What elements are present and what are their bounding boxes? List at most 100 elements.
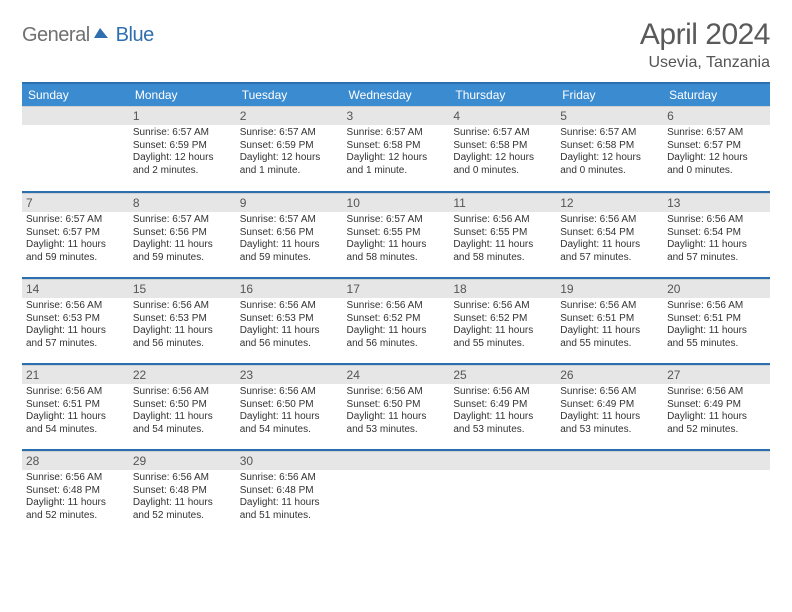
page-header: General Blue April 2024 Usevia, Tanzania xyxy=(22,18,770,72)
sunset-text: Sunset: 6:50 PM xyxy=(240,399,339,412)
day-body: Sunrise: 6:56 AMSunset: 6:54 PMDaylight:… xyxy=(556,212,663,268)
sunrise-text: Sunrise: 6:56 AM xyxy=(240,472,339,485)
day-number: 28 xyxy=(22,451,129,470)
sunrise-text: Sunrise: 6:57 AM xyxy=(453,127,552,140)
day-body: Sunrise: 6:56 AMSunset: 6:53 PMDaylight:… xyxy=(129,298,236,354)
sunset-text: Sunset: 6:49 PM xyxy=(560,399,659,412)
day-body: Sunrise: 6:56 AMSunset: 6:48 PMDaylight:… xyxy=(22,470,129,526)
day-body: Sunrise: 6:56 AMSunset: 6:48 PMDaylight:… xyxy=(129,470,236,526)
calendar-day: 16Sunrise: 6:56 AMSunset: 6:53 PMDayligh… xyxy=(236,278,343,364)
sunset-text: Sunset: 6:51 PM xyxy=(667,313,766,326)
sunset-text: Sunset: 6:54 PM xyxy=(667,227,766,240)
calendar-empty xyxy=(556,450,663,536)
calendar-day: 2Sunrise: 6:57 AMSunset: 6:59 PMDaylight… xyxy=(236,106,343,192)
title-block: April 2024 Usevia, Tanzania xyxy=(640,18,770,72)
day-number: 14 xyxy=(22,279,129,298)
calendar-day: 6Sunrise: 6:57 AMSunset: 6:57 PMDaylight… xyxy=(663,106,770,192)
day-number: 1 xyxy=(129,106,236,125)
sunrise-text: Sunrise: 6:56 AM xyxy=(240,300,339,313)
daylight-text: Daylight: 11 hours and 58 minutes. xyxy=(453,239,552,264)
weekday-header: Saturday xyxy=(663,84,770,106)
weekday-header: Friday xyxy=(556,84,663,106)
day-body: Sunrise: 6:57 AMSunset: 6:59 PMDaylight:… xyxy=(236,125,343,181)
sunset-text: Sunset: 6:48 PM xyxy=(240,485,339,498)
calendar-week: 28Sunrise: 6:56 AMSunset: 6:48 PMDayligh… xyxy=(22,450,770,536)
calendar-day: 19Sunrise: 6:56 AMSunset: 6:51 PMDayligh… xyxy=(556,278,663,364)
day-body: Sunrise: 6:56 AMSunset: 6:55 PMDaylight:… xyxy=(449,212,556,268)
calendar-day: 23Sunrise: 6:56 AMSunset: 6:50 PMDayligh… xyxy=(236,364,343,450)
sunset-text: Sunset: 6:53 PM xyxy=(26,313,125,326)
calendar-week: 1Sunrise: 6:57 AMSunset: 6:59 PMDaylight… xyxy=(22,106,770,192)
daylight-text: Daylight: 11 hours and 54 minutes. xyxy=(26,411,125,436)
sunset-text: Sunset: 6:50 PM xyxy=(133,399,232,412)
daylight-text: Daylight: 11 hours and 51 minutes. xyxy=(240,497,339,522)
daylight-text: Daylight: 11 hours and 54 minutes. xyxy=(240,411,339,436)
calendar-week: 14Sunrise: 6:56 AMSunset: 6:53 PMDayligh… xyxy=(22,278,770,364)
day-body: Sunrise: 6:57 AMSunset: 6:58 PMDaylight:… xyxy=(556,125,663,181)
sunset-text: Sunset: 6:48 PM xyxy=(26,485,125,498)
day-body: Sunrise: 6:57 AMSunset: 6:58 PMDaylight:… xyxy=(343,125,450,181)
daylight-text: Daylight: 11 hours and 52 minutes. xyxy=(133,497,232,522)
calendar-day: 8Sunrise: 6:57 AMSunset: 6:56 PMDaylight… xyxy=(129,192,236,278)
sunset-text: Sunset: 6:56 PM xyxy=(240,227,339,240)
calendar-day: 5Sunrise: 6:57 AMSunset: 6:58 PMDaylight… xyxy=(556,106,663,192)
logo-flag-icon xyxy=(94,26,114,45)
day-body: Sunrise: 6:57 AMSunset: 6:59 PMDaylight:… xyxy=(129,125,236,181)
sunset-text: Sunset: 6:51 PM xyxy=(26,399,125,412)
sunrise-text: Sunrise: 6:57 AM xyxy=(347,214,446,227)
sunset-text: Sunset: 6:53 PM xyxy=(133,313,232,326)
day-body: Sunrise: 6:57 AMSunset: 6:57 PMDaylight:… xyxy=(22,212,129,268)
day-body: Sunrise: 6:56 AMSunset: 6:49 PMDaylight:… xyxy=(449,384,556,440)
day-number: 10 xyxy=(343,193,450,212)
sunrise-text: Sunrise: 6:57 AM xyxy=(240,214,339,227)
day-number: 21 xyxy=(22,365,129,384)
sunrise-text: Sunrise: 6:57 AM xyxy=(667,127,766,140)
day-body: Sunrise: 6:56 AMSunset: 6:48 PMDaylight:… xyxy=(236,470,343,526)
sunrise-text: Sunrise: 6:57 AM xyxy=(26,214,125,227)
day-body: Sunrise: 6:56 AMSunset: 6:53 PMDaylight:… xyxy=(22,298,129,354)
calendar-day: 13Sunrise: 6:56 AMSunset: 6:54 PMDayligh… xyxy=(663,192,770,278)
sunset-text: Sunset: 6:56 PM xyxy=(133,227,232,240)
weekday-header: Wednesday xyxy=(343,84,450,106)
calendar-empty xyxy=(343,450,450,536)
sunset-text: Sunset: 6:52 PM xyxy=(347,313,446,326)
day-body: Sunrise: 6:56 AMSunset: 6:50 PMDaylight:… xyxy=(343,384,450,440)
calendar-day: 28Sunrise: 6:56 AMSunset: 6:48 PMDayligh… xyxy=(22,450,129,536)
sunrise-text: Sunrise: 6:56 AM xyxy=(560,214,659,227)
daylight-text: Daylight: 11 hours and 53 minutes. xyxy=(347,411,446,436)
sunset-text: Sunset: 6:54 PM xyxy=(560,227,659,240)
day-number: 27 xyxy=(663,365,770,384)
calendar-week: 7Sunrise: 6:57 AMSunset: 6:57 PMDaylight… xyxy=(22,192,770,278)
sunset-text: Sunset: 6:58 PM xyxy=(560,140,659,153)
day-number: 3 xyxy=(343,106,450,125)
daylight-text: Daylight: 11 hours and 57 minutes. xyxy=(26,325,125,350)
day-body: Sunrise: 6:56 AMSunset: 6:49 PMDaylight:… xyxy=(663,384,770,440)
calendar-day: 27Sunrise: 6:56 AMSunset: 6:49 PMDayligh… xyxy=(663,364,770,450)
day-number: 26 xyxy=(556,365,663,384)
sunrise-text: Sunrise: 6:56 AM xyxy=(453,214,552,227)
calendar-empty xyxy=(449,450,556,536)
day-body: Sunrise: 6:57 AMSunset: 6:56 PMDaylight:… xyxy=(236,212,343,268)
sunset-text: Sunset: 6:59 PM xyxy=(240,140,339,153)
daylight-text: Daylight: 11 hours and 57 minutes. xyxy=(560,239,659,264)
calendar-day: 14Sunrise: 6:56 AMSunset: 6:53 PMDayligh… xyxy=(22,278,129,364)
day-number: 8 xyxy=(129,193,236,212)
daylight-text: Daylight: 11 hours and 53 minutes. xyxy=(453,411,552,436)
day-body: Sunrise: 6:56 AMSunset: 6:50 PMDaylight:… xyxy=(129,384,236,440)
day-body: Sunrise: 6:56 AMSunset: 6:52 PMDaylight:… xyxy=(449,298,556,354)
day-body: Sunrise: 6:56 AMSunset: 6:51 PMDaylight:… xyxy=(663,298,770,354)
day-body: Sunrise: 6:57 AMSunset: 6:55 PMDaylight:… xyxy=(343,212,450,268)
sunrise-text: Sunrise: 6:56 AM xyxy=(347,386,446,399)
calendar-day: 7Sunrise: 6:57 AMSunset: 6:57 PMDaylight… xyxy=(22,192,129,278)
calendar-day: 3Sunrise: 6:57 AMSunset: 6:58 PMDaylight… xyxy=(343,106,450,192)
calendar-day: 25Sunrise: 6:56 AMSunset: 6:49 PMDayligh… xyxy=(449,364,556,450)
daylight-text: Daylight: 12 hours and 0 minutes. xyxy=(560,152,659,177)
sunrise-text: Sunrise: 6:56 AM xyxy=(133,386,232,399)
day-body: Sunrise: 6:56 AMSunset: 6:49 PMDaylight:… xyxy=(556,384,663,440)
daylight-text: Daylight: 11 hours and 55 minutes. xyxy=(453,325,552,350)
day-number: 7 xyxy=(22,193,129,212)
sunrise-text: Sunrise: 6:56 AM xyxy=(26,472,125,485)
daylight-text: Daylight: 12 hours and 2 minutes. xyxy=(133,152,232,177)
daylight-text: Daylight: 11 hours and 52 minutes. xyxy=(667,411,766,436)
calendar-day: 21Sunrise: 6:56 AMSunset: 6:51 PMDayligh… xyxy=(22,364,129,450)
